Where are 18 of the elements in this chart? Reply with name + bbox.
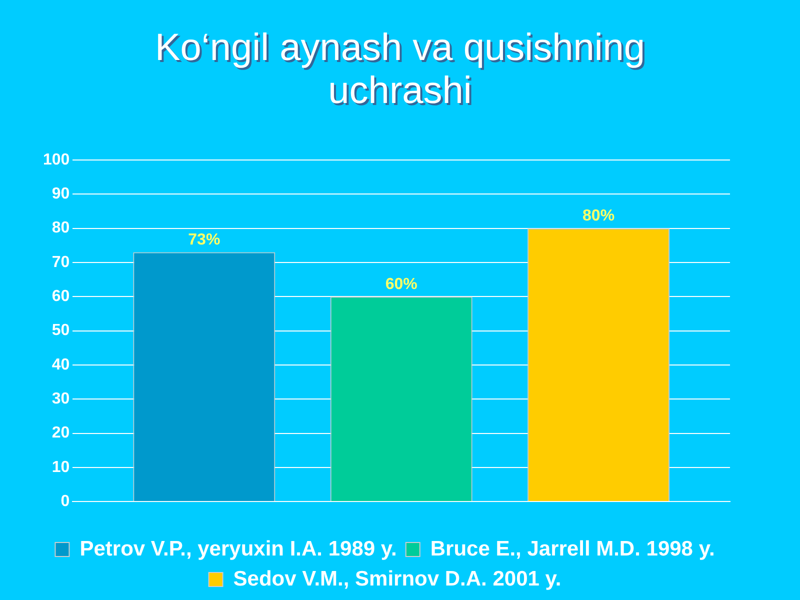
legend-label: Bruce E., Jarrell M.D. 1998 y. [430, 537, 715, 560]
legend-label: Sedov V.M., Smirnov D.A. 2001 y. [233, 567, 562, 590]
data-label: 80% [582, 208, 615, 225]
y-tick-label: 100 [42, 151, 70, 168]
y-tick-label: 60 [52, 288, 70, 306]
y-tick-label: 70 [52, 254, 70, 271]
legend-label: Petrov V.P., yeryuxin I.A. 1989 y. [80, 537, 397, 560]
y-tick-label: 0 [60, 493, 70, 510]
y-tick-label: 50 [52, 322, 70, 340]
y-tick-label: 80 [52, 220, 70, 237]
data-label: 60% [385, 276, 418, 294]
y-tick-label: 30 [52, 390, 70, 408]
data-label: 73% [188, 232, 220, 249]
y-tick-label: 40 [52, 356, 70, 374]
chart-title: Ko‘ngil aynash va qusishning uchrashi [154, 26, 646, 114]
y-tick-label: 90 [52, 186, 70, 203]
y-tick-label: 20 [52, 424, 70, 442]
y-tick-label: 10 [52, 458, 70, 476]
